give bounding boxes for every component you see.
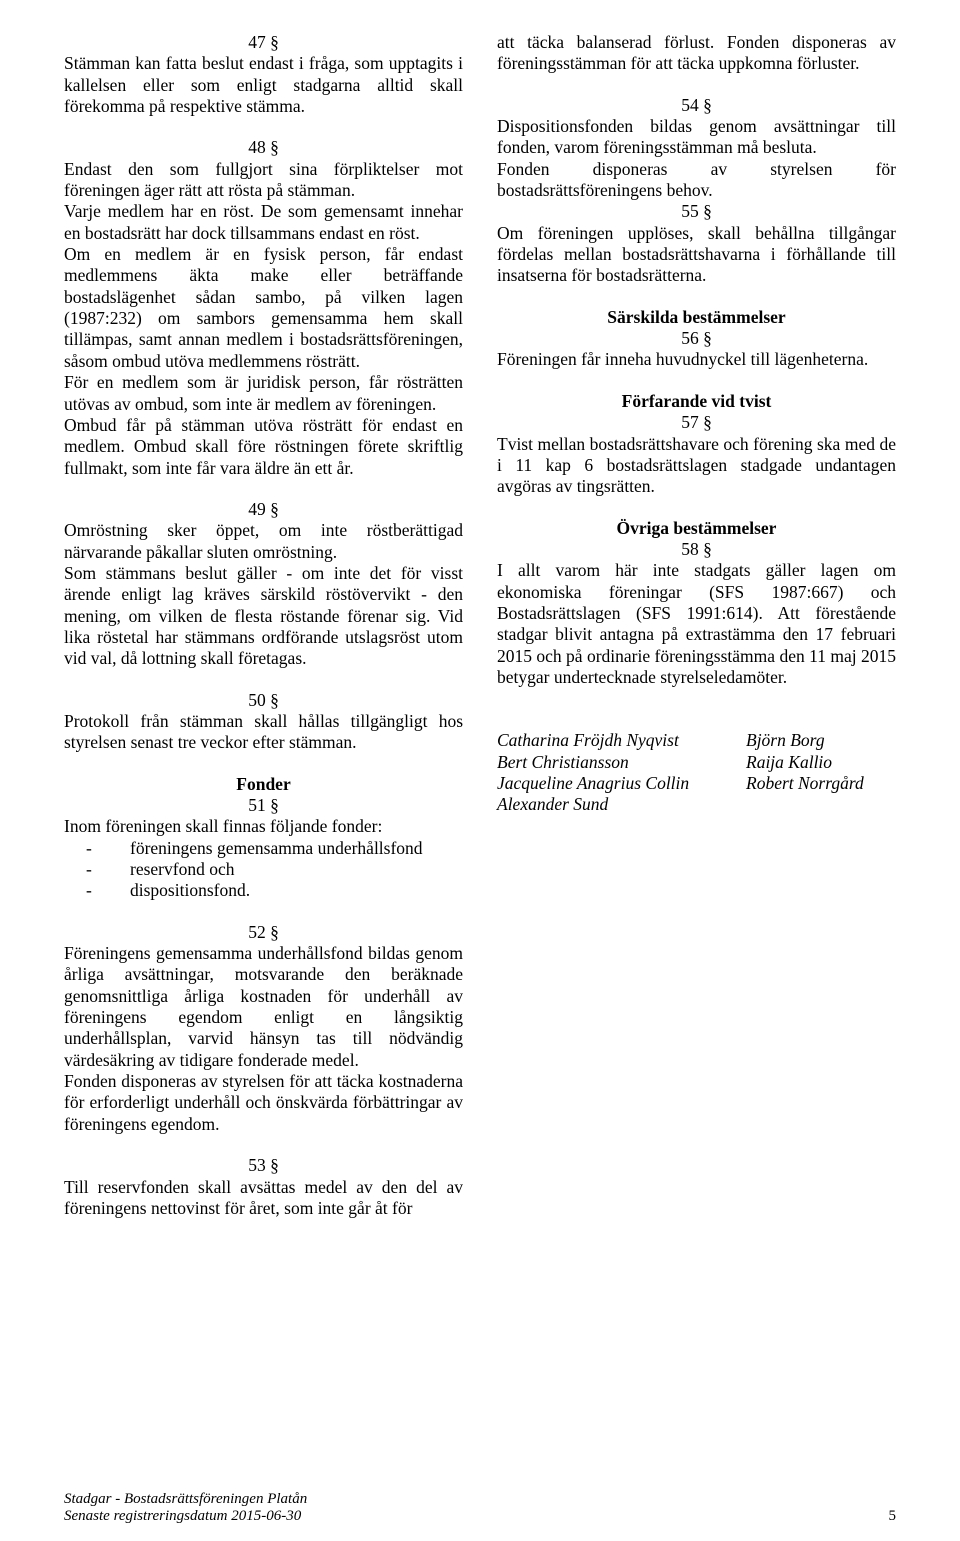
signatures: Catharina Fröjdh Nyqvist Bert Christians… [497,730,896,815]
content-columns: 47 § Stämman kan fatta beslut endast i f… [64,32,896,1219]
section-47-num: 47 § [64,32,463,53]
section-57-num: 57 § [497,412,896,433]
signatures-right: Björn Borg Raija Kallio Robert Norrgård [746,730,896,815]
page-footer: Stadgar - Bostadsrättsföreningen Platån … [64,1491,896,1525]
section-56-num: 56 § [497,328,896,349]
list-item: - föreningens gemensamma underhållsfond [64,838,463,859]
dash-icon: - [64,838,130,859]
section-48-p5: Ombud får på stämman utöva rösträtt för … [64,415,463,479]
section-54-num: 54 § [497,95,896,116]
footer-line1: Stadgar - Bostadsrättsföreningen Platån [64,1491,307,1508]
signature-name: Jacqueline Anagrius Collin [497,773,746,794]
section-48-num: 48 § [64,137,463,158]
list-item: - reservfond och [64,859,463,880]
section-51-body: Inom föreningen skall finnas följande fo… [64,816,463,837]
page: 47 § Stämman kan fatta beslut endast i f… [0,0,960,1541]
section-58-num: 58 § [497,539,896,560]
section-49-p2: Som stämmans beslut gäller - om inte det… [64,563,463,670]
section-55-num: 55 § [497,201,896,222]
tvist-heading: Förfarande vid tvist [497,391,896,412]
section-53-num: 53 § [64,1155,463,1176]
section-49-num: 49 § [64,499,463,520]
section-54-p1: Dispositionsfonden bildas genom avsättni… [497,116,896,159]
section-53-body: Till reservfonden skall avsättas medel a… [64,1177,463,1220]
page-number: 5 [889,1508,897,1525]
section-55-body: Om föreningen upplöses, skall behållna t… [497,223,896,287]
section-52-num: 52 § [64,922,463,943]
signature-name: Robert Norrgård [746,773,896,794]
section-52-p1: Föreningens gemensamma underhållsfond bi… [64,943,463,1071]
section-48-p2: Varje medlem har en röst. De som gemensa… [64,201,463,244]
ovriga-heading: Övriga bestämmelser [497,518,896,539]
section-48-p4: För en medlem som är juridisk person, få… [64,372,463,415]
right-column: att täcka balanserad förlust. Fonden dis… [497,32,896,1219]
fonder-heading: Fonder [64,774,463,795]
signature-name: Raija Kallio [746,752,896,773]
section-49-p1: Omröstning sker öppet, om inte röstberät… [64,520,463,563]
dash-icon: - [64,859,130,880]
sarskilda-heading: Särskilda bestämmelser [497,307,896,328]
section-50-body: Protokoll från stämman skall hållas till… [64,711,463,754]
signature-name: Bert Christiansson [497,752,746,773]
section-48-p3: Om en medlem är en fysisk person, får en… [64,244,463,372]
bullet-text: dispositionsfond. [130,880,250,901]
section-48-p1: Endast den som fullgjort sina förpliktel… [64,159,463,202]
footer-line2: Senaste registreringsdatum 2015-06-30 [64,1508,307,1525]
section-51-num: 51 § [64,795,463,816]
section-54-p2: Fonden disponeras av styrelsen för bosta… [497,159,896,202]
section-50-num: 50 § [64,690,463,711]
section-57-body: Tvist mellan bostadsrättshavare och före… [497,434,896,498]
bullet-text: reservfond och [130,859,234,880]
footer-left: Stadgar - Bostadsrättsföreningen Platån … [64,1491,307,1525]
signature-name: Alexander Sund [497,794,746,815]
dash-icon: - [64,880,130,901]
signatures-left: Catharina Fröjdh Nyqvist Bert Christians… [497,730,746,815]
signature-name: Björn Borg [746,730,896,751]
list-item: - dispositionsfond. [64,880,463,901]
bullet-text: föreningens gemensamma underhållsfond [130,838,423,859]
section-52-p2: Fonden disponeras av styrelsen för att t… [64,1071,463,1135]
section-53-continuation: att täcka balanserad förlust. Fonden dis… [497,32,896,75]
left-column: 47 § Stämman kan fatta beslut endast i f… [64,32,463,1219]
section-47-body: Stämman kan fatta beslut endast i fråga,… [64,53,463,117]
section-58-body: I allt varom här inte stadgats gäller la… [497,560,896,688]
signature-name: Catharina Fröjdh Nyqvist [497,730,746,751]
section-56-body: Föreningen får inneha huvudnyckel till l… [497,349,896,370]
